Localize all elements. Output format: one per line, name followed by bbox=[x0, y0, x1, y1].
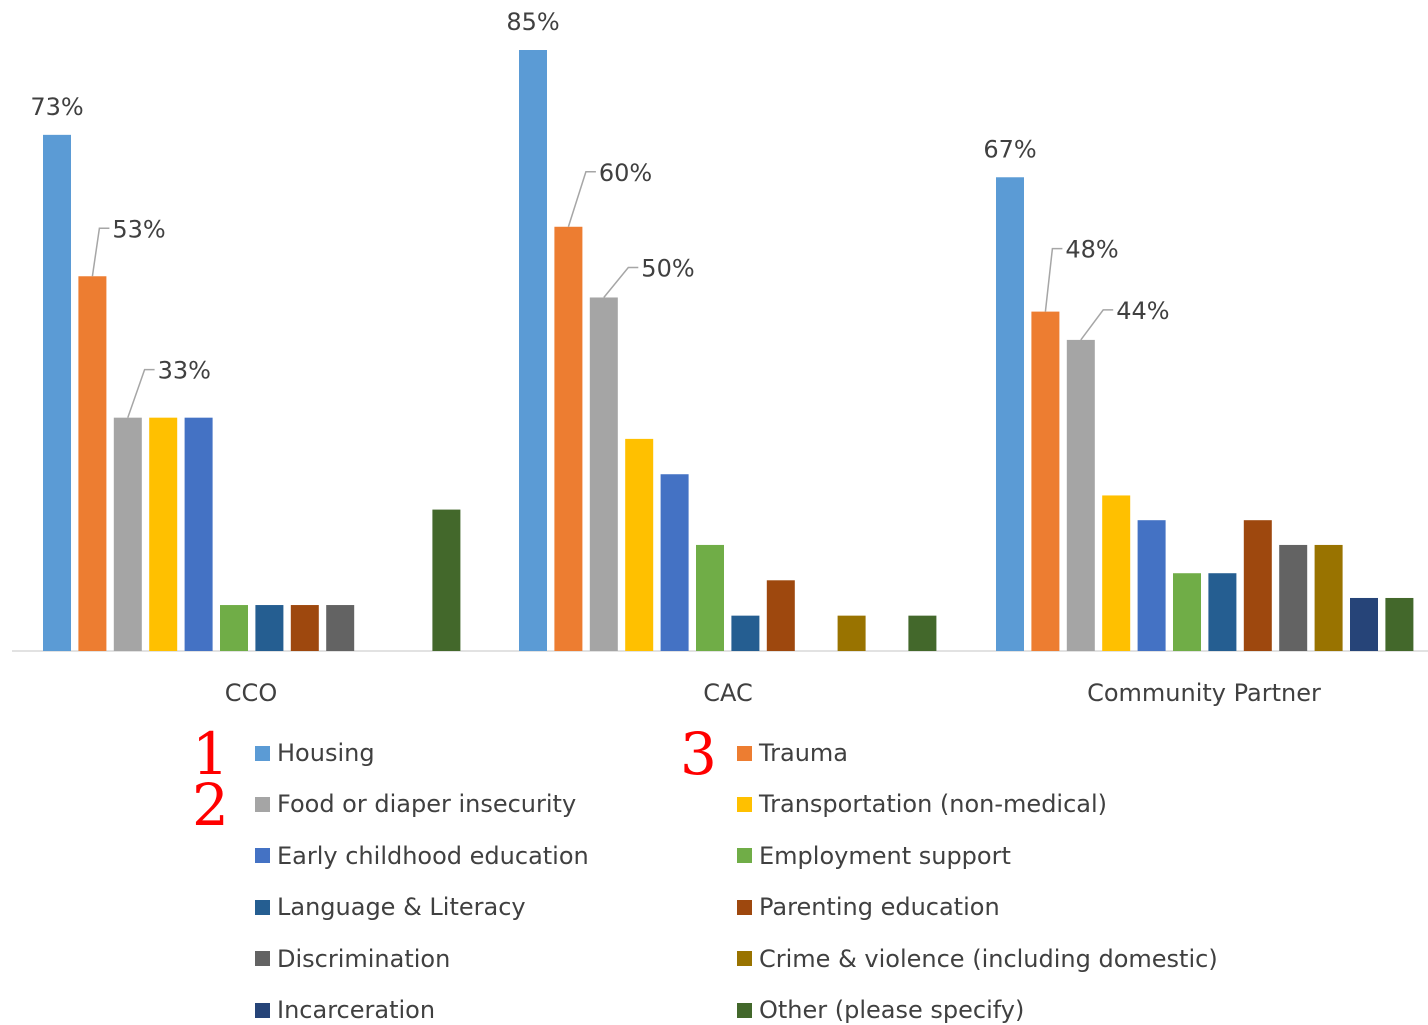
data-label: 67% bbox=[983, 135, 1036, 163]
legend-item: Other (please specify) bbox=[737, 995, 1024, 1025]
rank-annotation: 1 bbox=[192, 720, 229, 788]
bar-cac-crime-violence-including-domestic- bbox=[837, 615, 866, 651]
bar-community-partner-parenting-education bbox=[1243, 520, 1272, 651]
data-label: 53% bbox=[112, 215, 165, 243]
bar-cco-transportation-non-medical- bbox=[149, 417, 178, 651]
legend-label: Transportation (non-medical) bbox=[759, 790, 1108, 819]
legend-label: Employment support bbox=[759, 841, 1011, 870]
data-label-leader-line bbox=[567, 171, 596, 227]
bar-community-partner-trauma bbox=[1031, 311, 1060, 651]
legend-swatch bbox=[737, 899, 752, 915]
legend-label: Other (please specify) bbox=[759, 996, 1025, 1024]
bar-cac-employment-support bbox=[696, 544, 724, 651]
data-label: 44% bbox=[1116, 297, 1169, 325]
bar-community-partner-other-please-specify- bbox=[1385, 597, 1414, 651]
data-label: 60% bbox=[599, 159, 652, 187]
bar-cco-other-please-specify- bbox=[432, 509, 461, 651]
bar-chart: CCO CAC Community Partner 73% 53% 33% 85% 60% 50… bbox=[12, 8, 1428, 707]
legend-swatch bbox=[255, 848, 270, 864]
legend-label: Food or diaper insecurity bbox=[277, 790, 577, 819]
data-label: 50% bbox=[641, 254, 694, 282]
bar-cco-housing bbox=[43, 134, 71, 652]
legend-swatch bbox=[255, 796, 270, 812]
bar-cac-food-or-diaper-insecurity bbox=[589, 297, 618, 651]
bar-cac-trauma bbox=[554, 226, 583, 651]
data-label-leader-line bbox=[91, 227, 110, 277]
rank-annotation: 2 bbox=[192, 771, 229, 839]
legend-item: Incarceration bbox=[255, 995, 435, 1025]
bar-community-partner-employment-support bbox=[1173, 573, 1201, 651]
legend-label: Housing bbox=[277, 739, 375, 767]
data-label: 48% bbox=[1065, 236, 1118, 264]
data-label-leader-line bbox=[1044, 247, 1063, 312]
bar-cac-transportation-non-medical- bbox=[625, 438, 654, 651]
bar-cac-other-please-specify- bbox=[908, 615, 937, 651]
legend-swatch bbox=[737, 1002, 752, 1018]
data-label-leader-line bbox=[603, 266, 639, 298]
legend-item: Food or diaper insecurity bbox=[255, 789, 576, 819]
data-label-leader-line bbox=[1080, 309, 1114, 341]
legend-swatch bbox=[737, 796, 752, 812]
bar-cco-discrimination bbox=[326, 605, 355, 651]
legend-swatch bbox=[255, 951, 270, 967]
legend-label: Trauma bbox=[759, 739, 849, 767]
data-label-leader-line bbox=[127, 368, 155, 418]
legend-swatch bbox=[255, 1002, 270, 1018]
bar-community-partner-crime-violence-including-domestic- bbox=[1314, 544, 1343, 651]
bar-cco-employment-support bbox=[220, 605, 248, 651]
chart-legend: Housing Trauma Food or diaper insecurity Tr… bbox=[0, 720, 1428, 1025]
legend-label: Language & Literacy bbox=[277, 893, 526, 922]
legend-swatch bbox=[737, 745, 752, 761]
bar-cac-language-literacy bbox=[731, 615, 760, 651]
legend-item: Parenting education bbox=[737, 892, 1000, 922]
bar-community-partner-food-or-diaper-insecurity bbox=[1066, 339, 1095, 651]
bar-community-partner-transportation-non-medical- bbox=[1102, 495, 1131, 651]
legend-item: Housing bbox=[255, 738, 375, 768]
bar-community-partner-early-childhood-education bbox=[1137, 520, 1166, 651]
data-label: 33% bbox=[158, 357, 211, 385]
legend-item: Transportation (non-medical) bbox=[737, 789, 1107, 819]
category-label: CCO bbox=[225, 679, 277, 707]
bar-cco-trauma bbox=[78, 276, 107, 651]
bar-cco-food-or-diaper-insecurity bbox=[113, 417, 142, 651]
bar-cco-early-childhood-education bbox=[184, 417, 213, 651]
legend-label: Incarceration bbox=[277, 996, 436, 1024]
bar-community-partner-language-literacy bbox=[1208, 573, 1237, 651]
data-label: 73% bbox=[30, 93, 83, 121]
bar-community-partner-discrimination bbox=[1279, 544, 1308, 651]
legend-item: Discrimination bbox=[255, 944, 450, 974]
category-label: CAC bbox=[703, 679, 753, 707]
category-label: Community Partner bbox=[1087, 679, 1321, 707]
legend-swatch bbox=[737, 848, 752, 864]
bar-cco-language-literacy bbox=[255, 605, 284, 651]
legend-label: Parenting education bbox=[759, 893, 1000, 922]
bar-cac-early-childhood-education bbox=[660, 474, 689, 651]
rank-annotation: 3 bbox=[680, 720, 717, 788]
legend-item: Trauma bbox=[737, 738, 848, 768]
legend-item: Language & Literacy bbox=[255, 892, 526, 922]
bar-community-partner-housing bbox=[996, 177, 1024, 652]
legend-swatch bbox=[737, 951, 752, 967]
legend-swatch bbox=[255, 899, 270, 915]
data-label: 85% bbox=[506, 8, 559, 36]
bar-community-partner-incarceration bbox=[1350, 597, 1378, 651]
legend-label: Early childhood education bbox=[277, 841, 589, 870]
bar-cac-parenting-education bbox=[766, 580, 795, 651]
bar-cac-housing bbox=[519, 50, 547, 651]
legend-label: Discrimination bbox=[277, 944, 451, 973]
legend-label: Crime & violence (including domestic) bbox=[759, 944, 1218, 973]
legend-item: Crime & violence (including domestic) bbox=[737, 944, 1218, 974]
legend-item: Employment support bbox=[737, 841, 1011, 871]
bar-cco-parenting-education bbox=[290, 605, 319, 651]
legend-item: Early childhood education bbox=[255, 841, 589, 871]
legend-swatch bbox=[255, 745, 270, 761]
